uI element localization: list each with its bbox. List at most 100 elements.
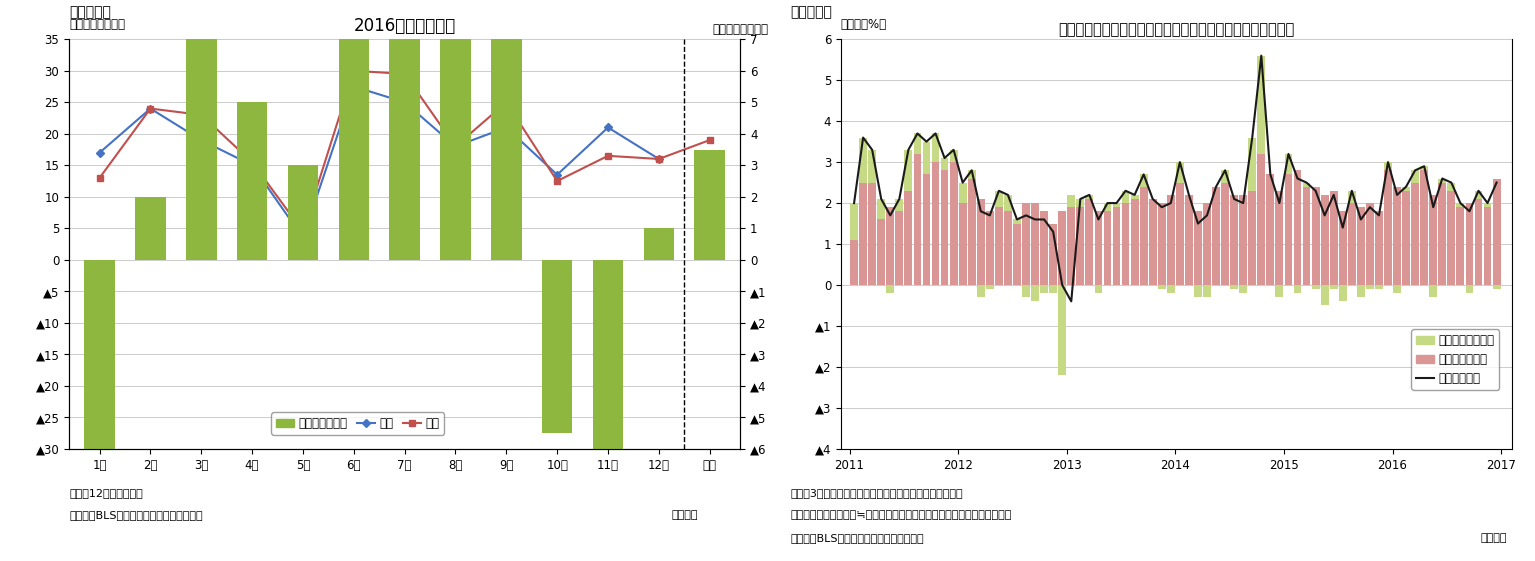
Bar xyxy=(1484,207,1492,285)
Bar xyxy=(1203,285,1211,297)
Bar xyxy=(932,134,939,162)
Bar xyxy=(1094,211,1102,285)
Bar xyxy=(976,285,984,297)
Bar xyxy=(1248,191,1256,285)
Bar xyxy=(1329,191,1337,285)
Bar xyxy=(1041,211,1048,285)
Bar xyxy=(850,240,858,285)
Bar xyxy=(1058,285,1067,375)
Bar xyxy=(860,137,867,182)
Bar xyxy=(1085,195,1093,199)
Bar xyxy=(236,102,267,260)
Bar xyxy=(950,162,958,285)
Bar xyxy=(1492,178,1501,285)
Bar xyxy=(1466,203,1474,285)
Bar xyxy=(1239,285,1246,293)
Bar xyxy=(1239,195,1246,285)
Bar xyxy=(1141,174,1148,187)
Bar xyxy=(1013,223,1021,285)
Bar xyxy=(1076,199,1084,207)
Bar xyxy=(1366,285,1374,289)
Bar xyxy=(1176,182,1183,285)
Bar xyxy=(895,211,903,285)
Bar xyxy=(959,203,967,285)
Bar xyxy=(995,207,1002,285)
Bar xyxy=(1466,285,1474,293)
Bar xyxy=(1167,195,1174,285)
Bar xyxy=(1492,285,1501,289)
Bar xyxy=(1329,285,1337,289)
Bar xyxy=(1041,285,1048,293)
Bar xyxy=(84,260,115,561)
Bar xyxy=(1176,162,1183,182)
Bar xyxy=(1131,195,1139,199)
Bar xyxy=(995,191,1002,207)
Bar xyxy=(1285,174,1292,285)
Bar xyxy=(1104,211,1111,285)
Bar xyxy=(941,158,949,171)
Bar xyxy=(1303,182,1311,187)
Bar xyxy=(1420,171,1428,285)
Bar xyxy=(1013,219,1021,223)
Bar xyxy=(1213,187,1220,285)
Bar xyxy=(1230,285,1239,289)
Bar xyxy=(1094,285,1102,293)
Bar xyxy=(1157,203,1165,285)
Bar xyxy=(1294,285,1302,293)
Text: （前月差、万人）: （前月差、万人） xyxy=(69,18,124,31)
Bar xyxy=(1375,211,1383,285)
Bar xyxy=(542,260,573,433)
Bar xyxy=(1113,203,1121,207)
Bar xyxy=(1312,285,1320,289)
Bar xyxy=(1257,154,1265,285)
Bar xyxy=(441,0,471,260)
Bar xyxy=(1194,211,1202,285)
Bar xyxy=(878,199,886,219)
Bar xyxy=(1004,195,1012,211)
Bar xyxy=(1366,203,1374,285)
Text: （月次）: （月次） xyxy=(672,511,698,521)
Bar xyxy=(1385,162,1392,171)
Bar xyxy=(1457,207,1464,285)
Bar xyxy=(967,171,976,178)
Bar xyxy=(1484,203,1492,207)
Bar xyxy=(1312,187,1320,285)
Bar xyxy=(1429,285,1437,297)
Bar xyxy=(1394,285,1401,293)
Bar xyxy=(1122,203,1130,285)
Bar xyxy=(1438,178,1446,182)
Text: 週当たり賃金伸び率≒週当たり労働時間伸び率＋時間当たり賃金伸び率: 週当たり賃金伸び率≒週当たり労働時間伸び率＋時間当たり賃金伸び率 xyxy=(791,511,1012,521)
Bar xyxy=(860,182,867,285)
Bar xyxy=(1194,285,1202,297)
Bar xyxy=(1122,191,1130,203)
Text: （注）3カ月後方移動平均後の前月比伸び率（年率換算）: （注）3カ月後方移動平均後の前月比伸び率（年率換算） xyxy=(791,488,962,498)
Bar xyxy=(1050,285,1058,293)
Bar xyxy=(985,211,993,285)
Bar xyxy=(904,191,912,285)
Bar xyxy=(390,0,421,260)
Bar xyxy=(1148,199,1156,285)
Bar xyxy=(1394,187,1401,285)
Bar xyxy=(1411,171,1418,182)
Bar xyxy=(1113,207,1121,285)
Bar xyxy=(1076,207,1084,285)
Legend: 週当たり労働時間, 時間当たり賃金, 週当たり賃金: 週当たり労働時間, 時間当たり賃金, 週当たり賃金 xyxy=(1412,329,1500,390)
Bar xyxy=(959,182,967,203)
Bar xyxy=(886,207,895,285)
Bar xyxy=(1058,211,1067,285)
Bar xyxy=(287,165,318,260)
Bar xyxy=(878,219,886,285)
Bar xyxy=(1276,285,1283,297)
Bar xyxy=(339,0,368,260)
Bar xyxy=(1248,137,1256,191)
Title: 2016年改定の結果: 2016年改定の結果 xyxy=(353,17,456,35)
Bar xyxy=(1339,211,1346,285)
Bar xyxy=(1320,285,1329,305)
Bar xyxy=(967,178,976,285)
Bar xyxy=(932,162,939,285)
Bar xyxy=(869,150,876,182)
Text: （注）12月は未確定値: （注）12月は未確定値 xyxy=(69,488,143,498)
Bar xyxy=(1222,171,1230,182)
Bar xyxy=(1004,211,1012,285)
Text: （月次）: （月次） xyxy=(1481,533,1507,543)
